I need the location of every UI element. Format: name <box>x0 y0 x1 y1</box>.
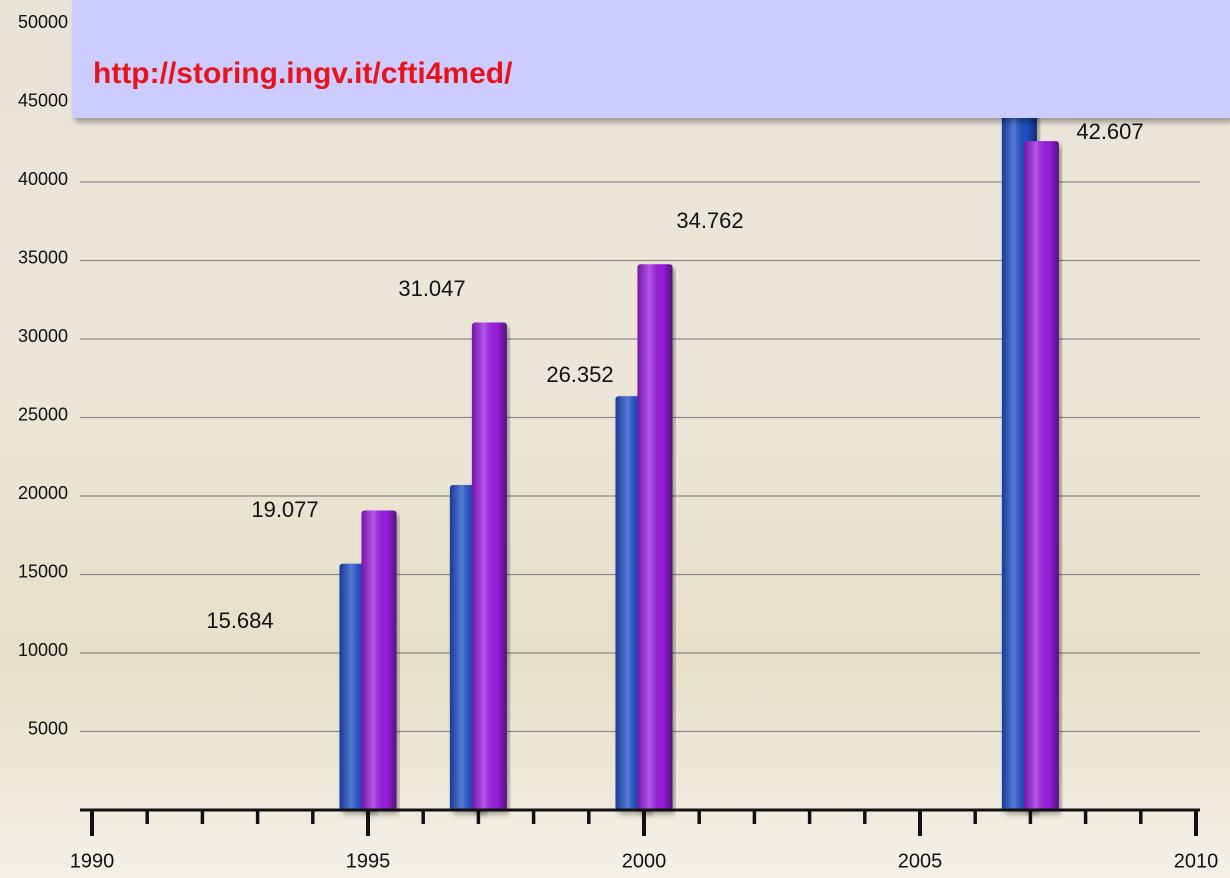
x-tick-label: 2005 <box>898 850 943 872</box>
x-tick-label: 1995 <box>346 850 391 872</box>
value-label: 19.077 <box>251 497 318 522</box>
y-tick-label: 10000 <box>18 640 68 660</box>
bar-shade <box>361 510 397 810</box>
y-tick-label: 15000 <box>18 561 68 581</box>
y-tick-label: 35000 <box>18 247 68 267</box>
y-tick-label: 5000 <box>28 718 68 738</box>
value-label: 34.762 <box>676 208 743 233</box>
x-tick-label: 2010 <box>1174 850 1219 872</box>
bar <box>1023 141 1059 811</box>
bar <box>637 264 673 811</box>
bar-shade <box>471 322 507 810</box>
value-label: 15.684 <box>206 608 273 633</box>
value-label: 26.352 <box>546 362 613 387</box>
plot: 5000 10000 15000 20000 25000 30000 35000 40000 4… <box>18 12 1218 873</box>
value-label: 31.047 <box>398 276 465 301</box>
bar <box>471 322 507 810</box>
y-tick-label: 25000 <box>18 404 68 424</box>
x-tick-label: 1990 <box>70 850 115 872</box>
y-tick-label: 50000 <box>18 12 68 32</box>
value-label: 42.607 <box>1076 119 1143 144</box>
y-tick-label: 45000 <box>18 90 68 110</box>
bar <box>361 510 397 810</box>
banner <box>72 0 1230 118</box>
x-tick-label: 2000 <box>622 850 667 872</box>
y-tick-label: 30000 <box>18 326 68 346</box>
bar-shade <box>1023 141 1059 811</box>
y-tick-label: 40000 <box>18 169 68 189</box>
y-tick-label: 20000 <box>18 483 68 503</box>
bar-shade <box>637 264 673 811</box>
banner-url: http://storing.ingv.it/cfti4med/ <box>93 57 513 90</box>
